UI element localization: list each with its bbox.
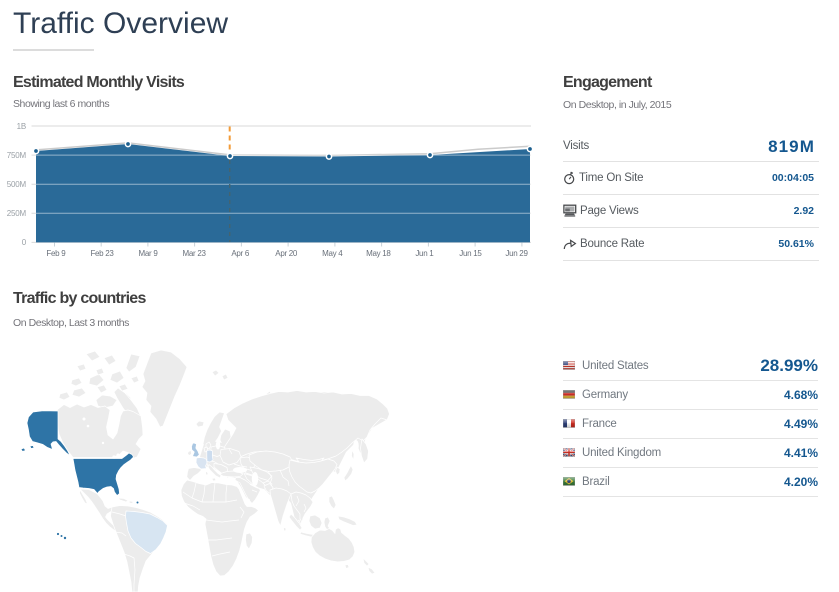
svg-text:May 4: May 4 [322,249,343,258]
svg-text:Feb 9: Feb 9 [46,249,66,258]
svg-text:750M: 750M [7,151,27,160]
svg-text:Mar 23: Mar 23 [183,249,207,258]
svg-text:Mar 9: Mar 9 [139,249,159,258]
svg-text:Apr 6: Apr 6 [231,249,249,258]
svg-text:Feb 23: Feb 23 [90,249,114,258]
svg-text:May 18: May 18 [366,249,391,258]
svg-text:250M: 250M [7,209,27,218]
svg-text:Jun 15: Jun 15 [459,249,482,258]
svg-text:Jun 1: Jun 1 [415,249,434,258]
svg-text:Jun 29: Jun 29 [505,249,528,258]
svg-text:1B: 1B [17,122,26,131]
svg-text:500M: 500M [7,180,27,189]
svg-text:Apr 20: Apr 20 [275,249,298,258]
svg-text:0: 0 [22,238,27,247]
